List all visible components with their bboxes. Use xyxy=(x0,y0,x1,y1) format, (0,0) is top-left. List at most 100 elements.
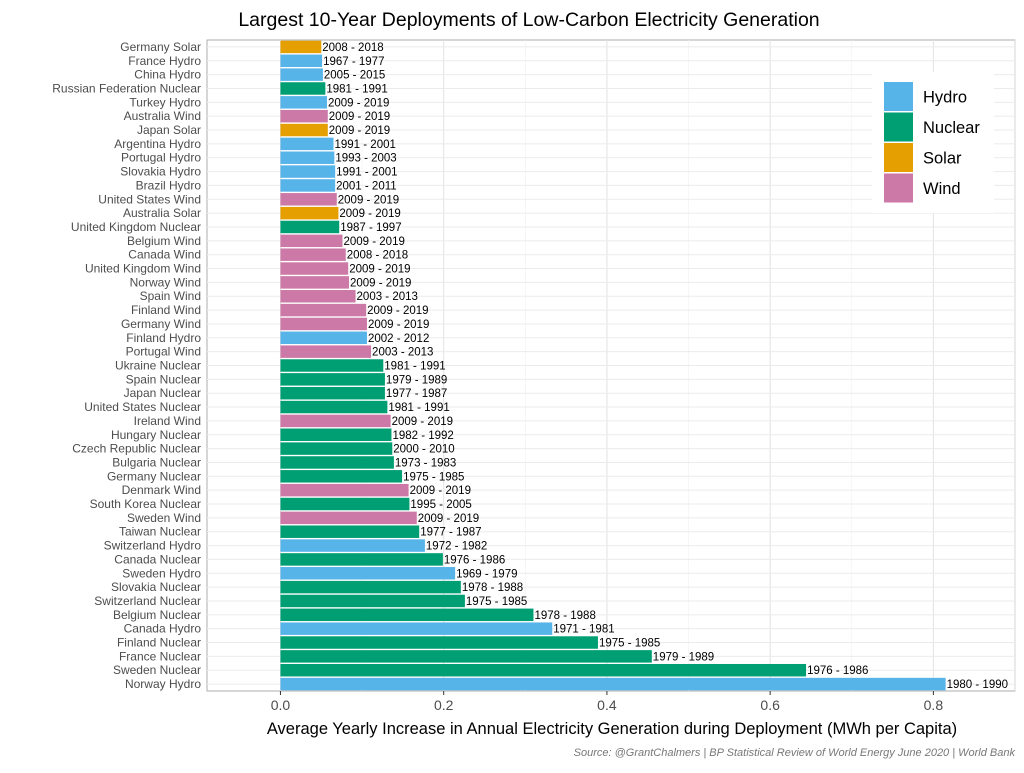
legend-key xyxy=(884,82,913,111)
category-label: China Hydro xyxy=(134,68,201,82)
bar-period-label: 1993 - 2003 xyxy=(335,153,396,165)
bar-period-label: 2009 - 2019 xyxy=(349,264,410,276)
x-axis-ticks: 0.0 0.2 0.4 0.6 0.8 xyxy=(271,691,943,713)
bar-period-label: 1972 - 1982 xyxy=(426,541,487,553)
bar-period-label: 2009 - 2019 xyxy=(418,513,479,525)
category-label: Brazil Hydro xyxy=(136,178,202,192)
bar xyxy=(280,359,384,372)
category-label: Hungary Nuclear xyxy=(111,428,201,442)
category-label: Australia Solar xyxy=(123,206,201,220)
bar xyxy=(280,525,420,538)
bar-period-label: 2009 - 2019 xyxy=(367,305,428,317)
bar xyxy=(280,137,334,151)
bar-period-label: 1995 - 2005 xyxy=(410,499,471,511)
category-label: Germany Wind xyxy=(121,317,201,331)
bar-period-label: 1991 - 2001 xyxy=(336,167,397,179)
bar-period-label: 1977 - 1987 xyxy=(386,388,447,400)
category-label: Ukraine Nuclear xyxy=(115,359,201,373)
bar-period-label: 1979 - 1989 xyxy=(386,374,447,386)
bar xyxy=(280,553,443,566)
legend: Hydro Nuclear Solar Wind xyxy=(872,72,994,213)
legend-label: Hydro xyxy=(923,89,967,107)
bar xyxy=(280,677,946,691)
bar-period-label: 2003 - 2013 xyxy=(372,347,433,359)
category-label: Sweden Wind xyxy=(127,511,201,525)
bar xyxy=(280,580,461,594)
category-label: France Nuclear xyxy=(119,649,201,663)
bar xyxy=(280,82,326,95)
category-label: Spain Nuclear xyxy=(126,372,201,386)
bar xyxy=(280,414,391,428)
bar xyxy=(280,109,328,123)
bar-period-label: 1978 - 1988 xyxy=(534,610,595,622)
bar-period-label: 1978 - 1988 xyxy=(462,582,523,594)
category-label: Argentina Hydro xyxy=(114,137,201,151)
bar-period-label: 1991 - 2001 xyxy=(335,139,396,151)
category-label: France Hydro xyxy=(128,54,201,68)
category-label: United States Nuclear xyxy=(84,400,201,414)
bar-period-label: 2000 - 2010 xyxy=(393,444,454,456)
bar-period-label: 1980 - 1990 xyxy=(947,679,1008,691)
category-label: Switzerland Hydro xyxy=(104,539,202,553)
category-label: Czech Republic Nuclear xyxy=(72,442,201,456)
bar-period-label: 1975 - 1985 xyxy=(403,471,464,483)
bar xyxy=(280,442,393,455)
category-label: Germany Solar xyxy=(120,40,201,54)
bar-period-label: 1987 - 1997 xyxy=(340,222,401,234)
bar-period-label: 1976 - 1986 xyxy=(807,665,868,677)
bar-period-label: 2009 - 2019 xyxy=(350,277,411,289)
bar xyxy=(280,96,327,109)
category-label: Denmark Wind xyxy=(122,483,201,497)
bar-period-label: 2009 - 2019 xyxy=(343,236,404,248)
category-label: Canada Hydro xyxy=(124,622,202,636)
bar-period-label: 2008 - 2018 xyxy=(322,42,383,54)
bar xyxy=(280,193,337,206)
bar xyxy=(280,345,372,358)
category-label: Ireland Wind xyxy=(134,414,201,428)
bar-period-label: 2009 - 2019 xyxy=(329,125,390,137)
bar-period-label: 2009 - 2019 xyxy=(339,208,400,220)
bar xyxy=(280,206,339,220)
bar xyxy=(280,456,394,469)
category-label: Sweden Nuclear xyxy=(113,663,201,677)
x-tick-label: 0.6 xyxy=(760,697,780,713)
bar xyxy=(280,539,425,552)
category-label: Canada Nuclear xyxy=(114,552,201,566)
category-label: Belgium Wind xyxy=(127,234,201,248)
bar-period-label: 1969 - 1979 xyxy=(456,568,517,580)
legend-key xyxy=(884,143,913,172)
bar xyxy=(280,262,349,275)
bar xyxy=(280,663,807,677)
category-label: Finland Nuclear xyxy=(117,636,201,650)
x-tick-label: 0.4 xyxy=(597,697,617,713)
category-label: Slovakia Nuclear xyxy=(111,580,201,594)
bar-period-label: 2009 - 2019 xyxy=(410,485,471,497)
bar xyxy=(280,650,652,663)
bar xyxy=(280,636,598,649)
bar xyxy=(280,220,340,234)
bar-period-label: 2009 - 2019 xyxy=(328,97,389,109)
bar xyxy=(280,40,322,54)
bar-period-label: 1981 - 1991 xyxy=(388,402,449,414)
bar-period-label: 1973 - 1983 xyxy=(395,457,456,469)
category-label: Norway Hydro xyxy=(125,677,201,691)
category-label: Finland Wind xyxy=(131,303,201,317)
category-label: Belgium Nuclear xyxy=(113,608,201,622)
bar-period-label: 1977 - 1987 xyxy=(420,527,481,539)
bar xyxy=(280,123,328,137)
bar-period-label: 1981 - 1991 xyxy=(384,361,445,373)
bar xyxy=(280,622,553,635)
category-label: Sweden Hydro xyxy=(122,566,201,580)
bar xyxy=(280,151,335,164)
bar-period-label: 1981 - 1991 xyxy=(326,83,387,95)
legend-key xyxy=(884,173,913,203)
bar xyxy=(280,386,385,400)
bar xyxy=(280,483,409,497)
bar xyxy=(280,276,350,289)
bar xyxy=(280,68,323,81)
bar-period-label: 2002 - 2012 xyxy=(368,333,429,345)
bar xyxy=(280,608,534,622)
legend-key xyxy=(884,112,913,142)
